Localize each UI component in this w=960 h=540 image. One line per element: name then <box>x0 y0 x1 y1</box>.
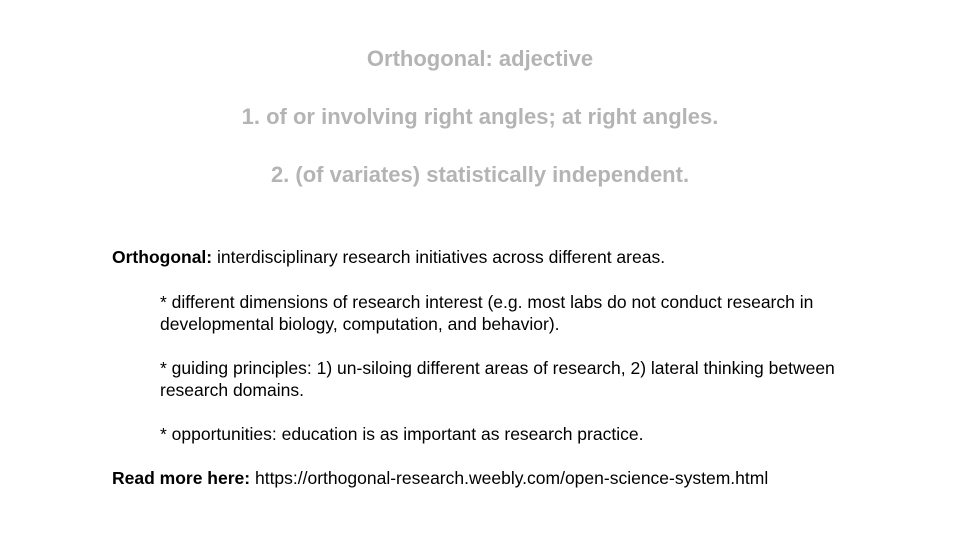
description-text: interdisciplinary research initiatives a… <box>212 247 666 267</box>
read-more-url[interactable]: https://orthogonal-research.weebly.com/o… <box>250 468 769 488</box>
definition-sense-2: 2. (of variates) statistically independe… <box>270 162 690 187</box>
bullet-dimensions: * different dimensions of research inter… <box>160 292 814 334</box>
description-block: Orthogonal: interdisciplinary research i… <box>112 246 892 489</box>
definition-heading: Orthogonal: adjective <box>366 46 594 71</box>
read-more-line: Read more here: https://orthogonal-resea… <box>112 467 892 489</box>
description-term: Orthogonal: <box>112 247 213 267</box>
definition-sense-1: 1. of or involving right angles; at righ… <box>241 104 719 129</box>
bullet-guiding-principles: * guiding principles: 1) un-siloing diff… <box>160 358 835 400</box>
description-paragraph: Orthogonal: interdisciplinary research i… <box>112 246 892 268</box>
bullet-opportunities: * opportunities: education is as importa… <box>160 424 644 444</box>
read-more-label: Read more here: <box>112 468 251 488</box>
